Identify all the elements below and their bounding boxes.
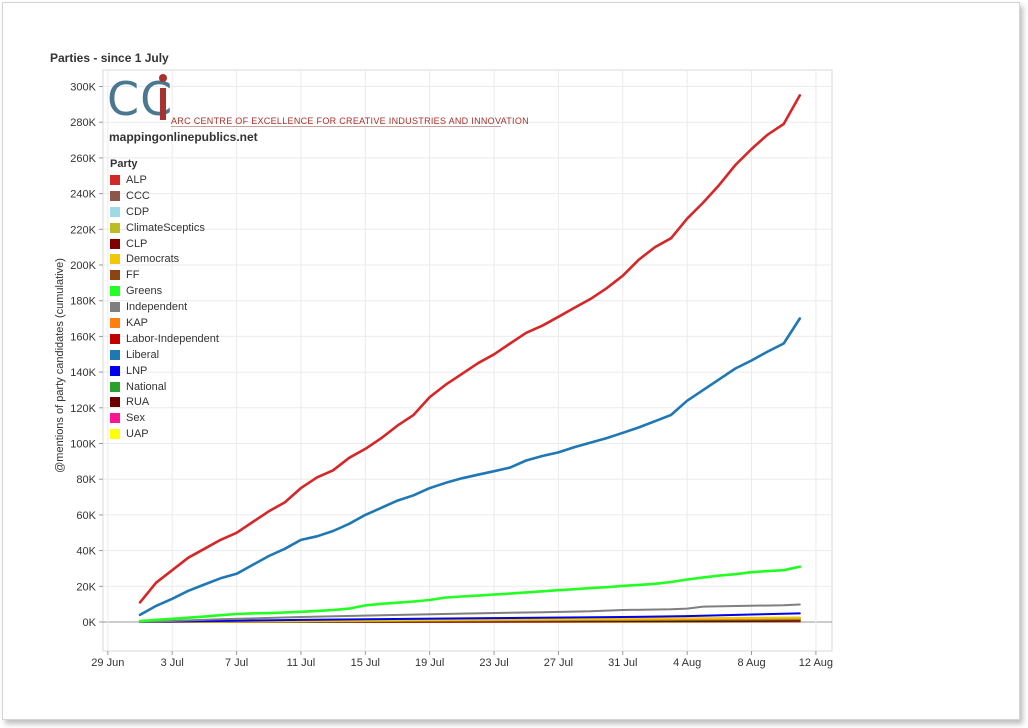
legend-label: CDP: [126, 205, 150, 218]
legend-swatch: [110, 381, 120, 392]
y-tick-label: 40K: [76, 546, 96, 558]
legend-swatch: [110, 238, 120, 249]
legend-item: Greens: [110, 283, 219, 299]
y-tick-label: 300K: [70, 82, 96, 94]
y-tick-label: 200K: [70, 260, 96, 272]
legend-label: CLP: [126, 237, 148, 250]
y-tick-label: 240K: [70, 189, 96, 201]
y-tick-label: 120K: [70, 403, 96, 415]
legend-swatch: [110, 254, 120, 265]
legend-label: National: [126, 380, 167, 393]
y-tick-label: 260K: [70, 153, 96, 165]
legend-label: FF: [126, 269, 140, 282]
y-axis-label: @mentions of party candidates (cumulativ…: [54, 258, 66, 473]
legend-label: KAP: [126, 316, 149, 329]
legend-swatch: [110, 365, 120, 376]
legend-swatch: [110, 302, 120, 313]
legend-swatch: [110, 286, 120, 297]
legend-swatch: [110, 174, 120, 185]
legend-swatch: [110, 429, 120, 440]
legend-title: Party: [110, 158, 138, 170]
y-tick-label: 140K: [70, 367, 96, 379]
legend-label: Greens: [126, 285, 163, 298]
legend-label: Independent: [126, 301, 188, 314]
x-tick-label: 7 Jul: [225, 657, 248, 669]
legend-swatch: [110, 413, 120, 424]
y-tick-label: 60K: [76, 510, 96, 522]
grid-lines: [102, 69, 833, 652]
legend-item: ALP: [110, 172, 219, 188]
x-tick-label: 15 Jul: [351, 657, 380, 669]
legend-item: KAP: [110, 315, 219, 331]
logo-site: mappingonlinepublics.net: [109, 130, 258, 144]
legend-swatch: [110, 333, 120, 344]
y-tick-label: 0K: [83, 617, 97, 629]
legend-label: Liberal: [126, 348, 160, 361]
series-line-greens: [138, 565, 802, 623]
legend-label: CCC: [126, 189, 150, 202]
logo-dot: [159, 74, 167, 82]
legend-item: Labor-Independent: [110, 331, 219, 347]
legend-swatch: [110, 317, 120, 328]
legend-swatch: [110, 190, 120, 201]
legend-swatch: [110, 222, 120, 233]
series-line-liberal: [138, 317, 802, 617]
legend-swatch: [110, 397, 120, 408]
plot-area: [102, 69, 833, 652]
x-tick-label: 31 Jul: [608, 657, 637, 669]
y-tick-label: 220K: [70, 224, 96, 236]
series-line-independent: [139, 603, 801, 623]
legend-label: Democrats: [126, 253, 180, 266]
logo-tagline: ARC CENTRE OF EXCELLENCE FOR CREATIVE IN…: [171, 116, 529, 126]
axes: 0K 20K 40K 60K 80K 100K 120K 140K 160K 180K 200K 22…: [70, 82, 833, 670]
chart-title: Parties - since 1 July: [50, 51, 169, 65]
x-tick-label: 4 Aug: [673, 657, 701, 669]
legend-label: UAP: [126, 428, 149, 441]
x-tick-label: 29 Jun: [91, 657, 124, 669]
legend-item: ClimateSceptics: [110, 220, 219, 236]
legend-label: Labor-Independent: [126, 332, 219, 345]
series-line-lnp: [139, 612, 801, 623]
logo-rule: [171, 126, 501, 127]
legend-label: Sex: [126, 412, 145, 425]
legend-item: Independent: [110, 299, 219, 315]
legend-label: LNP: [126, 364, 148, 377]
x-tick-label: 11 Jul: [287, 657, 316, 669]
y-tick-label: 80K: [76, 474, 96, 486]
legend-item: UAP: [110, 426, 219, 442]
legend-swatch: [110, 206, 120, 217]
y-tick-label: 180K: [70, 296, 96, 308]
y-tick-label: 160K: [70, 331, 96, 343]
x-tick-label: 27 Jul: [544, 657, 573, 669]
logo-i-bar: [160, 88, 166, 120]
legend-label: ClimateSceptics: [126, 221, 205, 234]
x-tick-label: 23 Jul: [479, 657, 508, 669]
legend-swatch: [110, 349, 120, 360]
x-tick-label: 12 Aug: [799, 657, 833, 669]
legend-item: Democrats: [110, 251, 219, 267]
legend-label: ALP: [126, 173, 147, 186]
legend-item: LNP: [110, 363, 219, 379]
y-tick-label: 280K: [70, 117, 96, 129]
series-lines: [138, 94, 802, 623]
legend-item: Sex: [110, 410, 219, 426]
legend-item: CCC: [110, 188, 219, 204]
cci-logo: CC ARC CENTRE OF EXCELLENCE FOR CREATIVE…: [107, 74, 529, 148]
y-tick-label: 100K: [70, 439, 96, 451]
x-tick-label: 3 Jul: [161, 657, 184, 669]
y-tick-label: 20K: [76, 581, 96, 593]
legend-item: National: [110, 379, 219, 395]
legend-item: CDP: [110, 204, 219, 220]
x-tick-label: 19 Jul: [415, 657, 444, 669]
legend-item: CLP: [110, 236, 219, 252]
legend-swatch: [110, 270, 120, 281]
legend-item: RUA: [110, 394, 219, 410]
legend-item: FF: [110, 267, 219, 283]
legend: Party ALP CCC CDP ClimateSceptics CLP Democra…: [110, 158, 219, 442]
legend-item: Liberal: [110, 347, 219, 363]
series-line-alp: [138, 94, 802, 604]
x-tick-label: 8 Aug: [737, 657, 765, 669]
legend-label: RUA: [126, 396, 150, 409]
